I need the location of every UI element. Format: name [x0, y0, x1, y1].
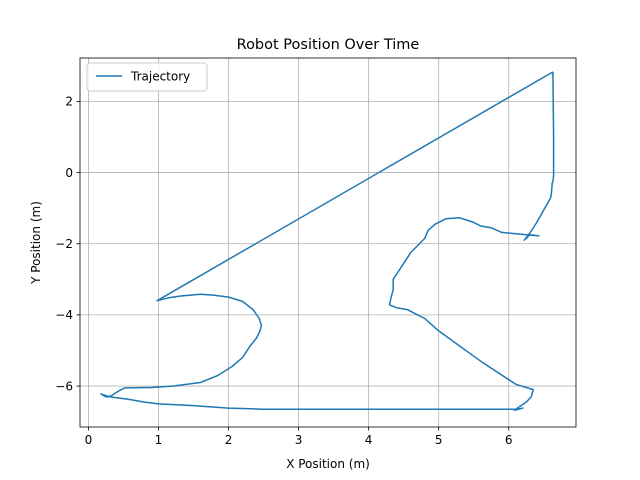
y-tick-label: −6: [55, 379, 73, 393]
x-axis-label: X Position (m): [286, 457, 370, 471]
y-tick-label: −2: [55, 237, 73, 251]
x-tick-label: 6: [505, 433, 513, 447]
chart-title: Robot Position Over Time: [237, 37, 420, 53]
x-tick-label: 1: [155, 433, 163, 447]
legend: Trajectory: [86, 62, 208, 92]
x-tick-label: 3: [295, 433, 303, 447]
legend-label-trajectory: Trajectory: [130, 70, 190, 84]
x-tick-label: 2: [225, 433, 233, 447]
x-axis-ticks: 0 1 2 3 4 5 6: [85, 427, 513, 447]
plot-frame: [79, 57, 577, 428]
y-tick-label: −4: [55, 308, 73, 322]
x-tick-label: 4: [365, 433, 373, 447]
legend-box: [86, 62, 208, 92]
x-tick-label: 0: [85, 433, 93, 447]
y-axis-label: Y Position (m): [29, 201, 43, 285]
y-tick-label: 2: [65, 95, 73, 109]
x-tick-label: 5: [435, 433, 443, 447]
trajectory-line: [100, 71, 555, 412]
y-tick-label: 0: [65, 166, 73, 180]
y-axis-ticks: −6 −4 −2 0 2: [55, 95, 80, 393]
